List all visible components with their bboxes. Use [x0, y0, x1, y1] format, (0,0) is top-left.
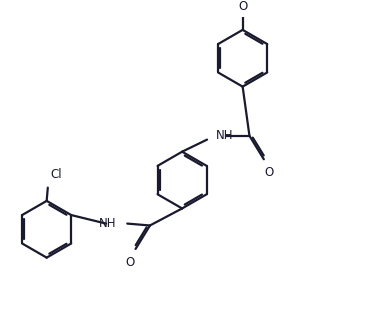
Text: O: O	[238, 0, 247, 13]
Text: Cl: Cl	[50, 168, 62, 181]
Text: O: O	[265, 166, 274, 179]
Text: NH: NH	[99, 217, 117, 230]
Text: NH: NH	[215, 129, 233, 142]
Text: O: O	[125, 256, 135, 269]
